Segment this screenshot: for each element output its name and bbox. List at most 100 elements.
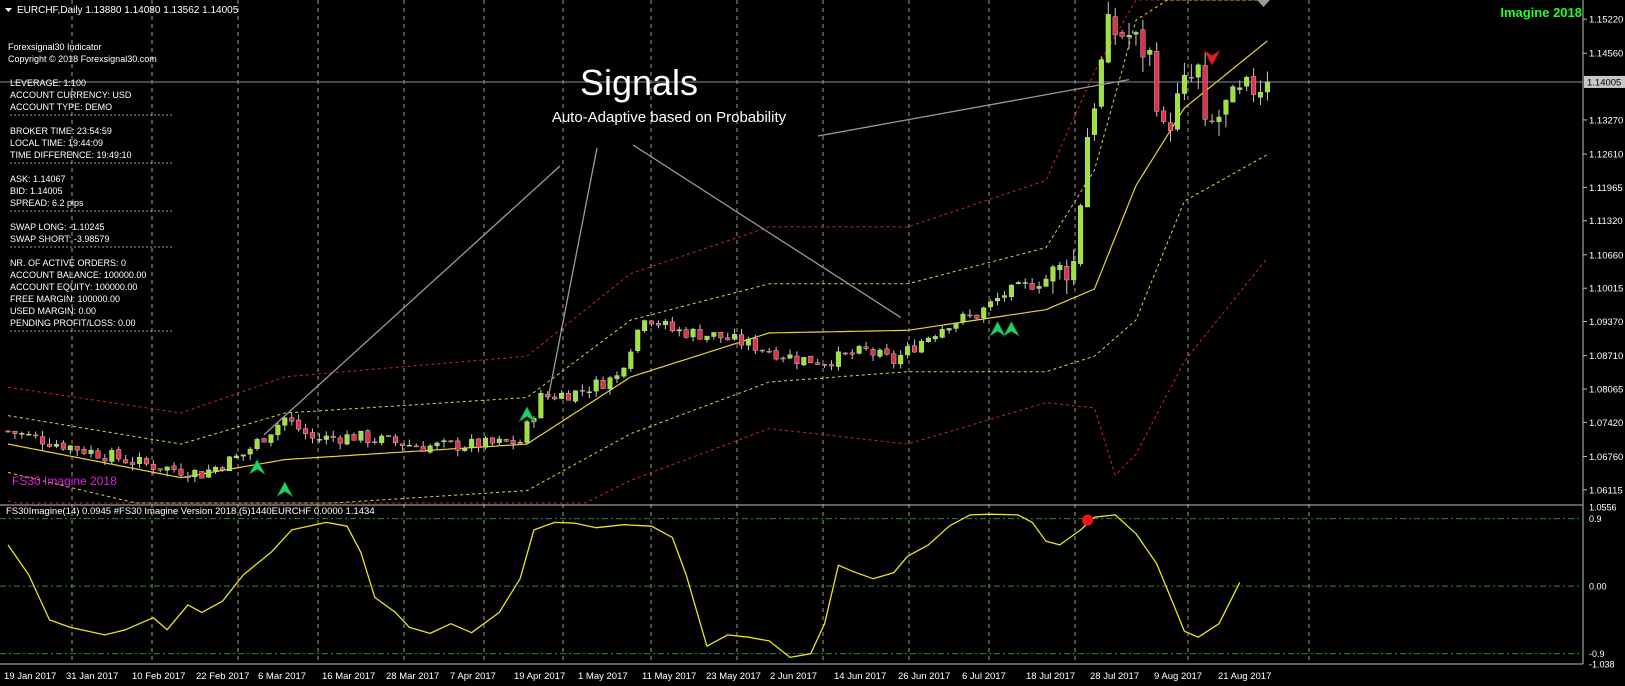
candle[interactable] — [261, 437, 267, 443]
candle[interactable] — [1043, 274, 1049, 287]
candle[interactable] — [399, 443, 405, 451]
candle[interactable] — [579, 384, 585, 397]
candle[interactable] — [1181, 62, 1187, 101]
candle[interactable] — [109, 447, 115, 465]
candle[interactable] — [718, 332, 724, 343]
candle[interactable] — [1216, 109, 1222, 137]
candle[interactable] — [711, 332, 717, 340]
candles[interactable] — [5, 1, 1270, 483]
candle[interactable] — [199, 470, 205, 479]
candle[interactable] — [642, 319, 648, 333]
candle[interactable] — [1161, 106, 1167, 124]
candle[interactable] — [1119, 29, 1125, 40]
candle[interactable] — [164, 466, 170, 477]
candle[interactable] — [67, 444, 73, 455]
candle[interactable] — [1258, 80, 1264, 105]
candle[interactable] — [752, 334, 758, 355]
candle[interactable] — [316, 433, 322, 443]
candle[interactable] — [939, 325, 945, 339]
candle[interactable] — [503, 438, 509, 443]
candle[interactable] — [967, 309, 973, 319]
candle[interactable] — [683, 327, 689, 339]
candle[interactable] — [434, 441, 440, 450]
candle[interactable] — [953, 322, 959, 333]
candle[interactable] — [489, 437, 495, 446]
candle[interactable] — [469, 434, 475, 453]
candle[interactable] — [358, 430, 364, 443]
candle[interactable] — [482, 435, 488, 450]
candle[interactable] — [517, 439, 523, 444]
candle[interactable] — [240, 454, 246, 461]
candle[interactable] — [905, 342, 911, 359]
candle[interactable] — [171, 462, 177, 473]
candle[interactable] — [690, 327, 696, 342]
candle[interactable] — [614, 371, 620, 383]
candle[interactable] — [725, 332, 731, 341]
candle[interactable] — [566, 390, 572, 401]
candle[interactable] — [74, 445, 80, 456]
candle[interactable] — [1244, 75, 1250, 92]
candle[interactable] — [912, 339, 918, 353]
candle[interactable] — [607, 375, 613, 395]
candle[interactable] — [655, 320, 661, 329]
candle[interactable] — [828, 360, 834, 371]
candle[interactable] — [600, 376, 606, 389]
candle[interactable] — [1237, 80, 1243, 95]
candle[interactable] — [12, 430, 18, 440]
candle[interactable] — [981, 306, 987, 323]
candle[interactable] — [427, 443, 433, 454]
candle[interactable] — [372, 437, 378, 445]
candle[interactable] — [745, 336, 751, 351]
candle[interactable] — [676, 326, 682, 337]
candle[interactable] — [988, 299, 994, 311]
candle[interactable] — [870, 347, 876, 361]
candle[interactable] — [842, 352, 848, 356]
candle[interactable] — [81, 446, 87, 455]
candle[interactable] — [856, 344, 862, 355]
candle[interactable] — [268, 434, 274, 447]
candle[interactable] — [296, 414, 302, 432]
candle[interactable] — [697, 324, 703, 340]
candle[interactable] — [1140, 19, 1146, 73]
candle[interactable] — [1147, 47, 1153, 67]
candle[interactable] — [1057, 261, 1063, 280]
candle[interactable] — [524, 419, 530, 445]
candle[interactable] — [552, 393, 558, 401]
candle[interactable] — [206, 464, 212, 479]
candle[interactable] — [330, 430, 336, 443]
candle[interactable] — [1168, 112, 1174, 142]
candle[interactable] — [593, 376, 599, 397]
candle[interactable] — [344, 430, 350, 446]
candle[interactable] — [233, 453, 239, 459]
candle[interactable] — [669, 316, 675, 333]
candle[interactable] — [815, 358, 821, 366]
candle[interactable] — [247, 446, 253, 460]
candle[interactable] — [1008, 284, 1014, 301]
candle[interactable] — [40, 430, 46, 451]
candle[interactable] — [559, 390, 565, 400]
candle[interactable] — [649, 320, 655, 327]
candle[interactable] — [932, 334, 938, 342]
candle[interactable] — [1188, 64, 1194, 82]
candle[interactable] — [759, 349, 765, 353]
candle[interactable] — [1091, 103, 1097, 141]
candle[interactable] — [178, 463, 184, 477]
candle[interactable] — [150, 460, 156, 475]
chart-menu-icon[interactable] — [5, 8, 12, 12]
candle[interactable] — [441, 438, 447, 448]
candle[interactable] — [1064, 259, 1070, 294]
candle[interactable] — [898, 350, 904, 369]
candle[interactable] — [275, 421, 281, 441]
candle[interactable] — [1112, 7, 1118, 45]
candle[interactable] — [226, 455, 232, 472]
candle[interactable] — [808, 355, 814, 364]
candle[interactable] — [496, 435, 502, 446]
candle[interactable] — [476, 438, 482, 453]
candle[interactable] — [337, 435, 343, 450]
candle[interactable] — [185, 471, 191, 483]
candle[interactable] — [455, 437, 461, 457]
candle[interactable] — [1015, 280, 1021, 285]
candle[interactable] — [365, 429, 371, 448]
candle[interactable] — [925, 336, 931, 343]
